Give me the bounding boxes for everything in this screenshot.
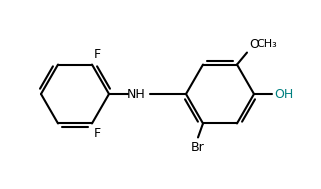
Text: OH: OH [274, 88, 293, 101]
Text: NH: NH [126, 88, 145, 101]
Text: F: F [94, 127, 101, 140]
Text: CH₃: CH₃ [256, 39, 277, 49]
Text: O: O [249, 38, 259, 50]
Text: F: F [94, 48, 101, 60]
Text: Br: Br [191, 141, 205, 154]
